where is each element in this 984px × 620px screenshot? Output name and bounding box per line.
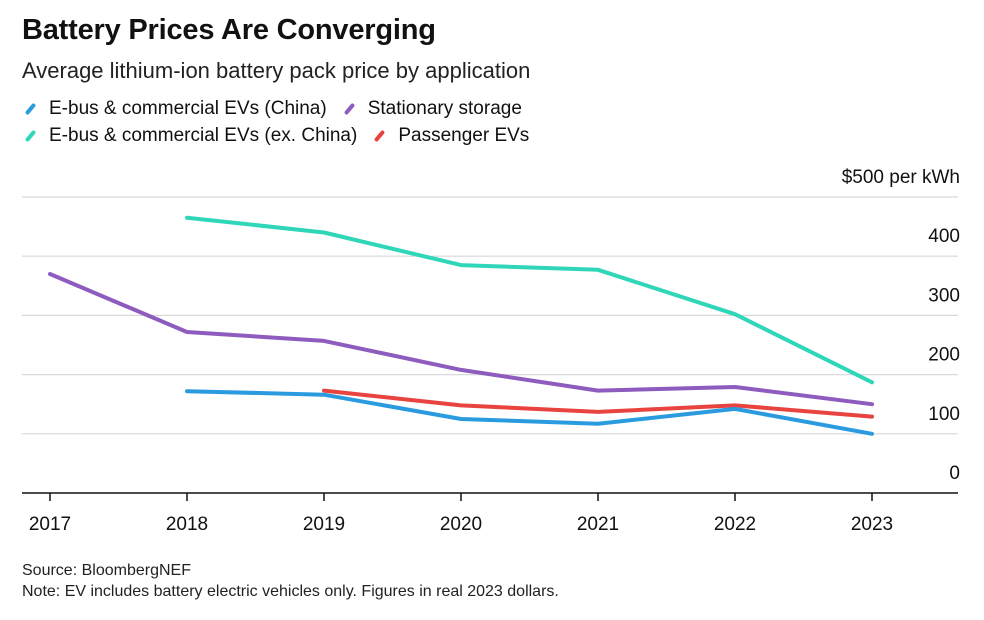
legend-label-ebus-china: E-bus & commercial EVs (China) bbox=[49, 97, 327, 119]
series-line-2 bbox=[322, 388, 874, 419]
footer: Source: BloombergNEF Note: EV includes b… bbox=[22, 560, 559, 602]
legend-row-2: E-bus & commercial EVs (ex. China) Passe… bbox=[22, 122, 922, 149]
footnote: Note: EV includes battery electric vehic… bbox=[22, 583, 559, 600]
source-note: Source: BloombergNEF bbox=[22, 562, 191, 579]
legend: E-bus & commercial EVs (China) Stationar… bbox=[22, 95, 922, 149]
y-tick-label-100: 100 bbox=[928, 404, 960, 425]
legend-item-stationary-storage: Stationary storage bbox=[341, 98, 522, 120]
legend-item-passenger-evs: Passenger EVs bbox=[371, 125, 529, 147]
y-tick-label-500: $500 per kWh bbox=[842, 167, 960, 188]
x-tick-label-2020: 2020 bbox=[440, 514, 482, 535]
series-line-3 bbox=[185, 389, 874, 436]
x-axis: 2017 2018 2019 2020 2021 2022 2023 bbox=[22, 492, 958, 535]
y-tick-label-400: 400 bbox=[928, 226, 960, 247]
legend-label-stationary-storage: Stationary storage bbox=[367, 97, 522, 119]
legend-item-ebus-china: E-bus & commercial EVs (China) bbox=[22, 98, 327, 120]
legend-label-passenger-evs: Passenger EVs bbox=[398, 124, 530, 146]
y-tick-label-0: 0 bbox=[949, 463, 960, 484]
legend-label-ebus-ex-china: E-bus & commercial EVs (ex. China) bbox=[49, 124, 358, 146]
chart-title: Battery Prices Are Converging bbox=[22, 14, 436, 46]
x-tick-label-2017: 2017 bbox=[29, 514, 71, 535]
series-lines bbox=[48, 215, 874, 436]
x-tick-label-2019: 2019 bbox=[303, 514, 345, 535]
legend-item-ebus-ex-china: E-bus & commercial EVs (ex. China) bbox=[22, 125, 357, 147]
x-tick-label-2021: 2021 bbox=[577, 514, 619, 535]
chart-subtitle: Average lithium-ion battery pack price b… bbox=[22, 58, 531, 83]
series-line-0 bbox=[185, 215, 874, 385]
y-axis-labels: $500 per kWh 400 300 200 100 0 bbox=[842, 167, 960, 484]
x-tick-label-2022: 2022 bbox=[714, 514, 756, 535]
series-line-1 bbox=[48, 272, 874, 407]
x-tick-label-2023: 2023 bbox=[851, 514, 893, 535]
x-tick-label-2018: 2018 bbox=[166, 514, 208, 535]
y-tick-label-200: 200 bbox=[928, 345, 960, 366]
y-tick-label-300: 300 bbox=[928, 285, 960, 306]
legend-row-1: E-bus & commercial EVs (China) Stationar… bbox=[22, 95, 922, 122]
